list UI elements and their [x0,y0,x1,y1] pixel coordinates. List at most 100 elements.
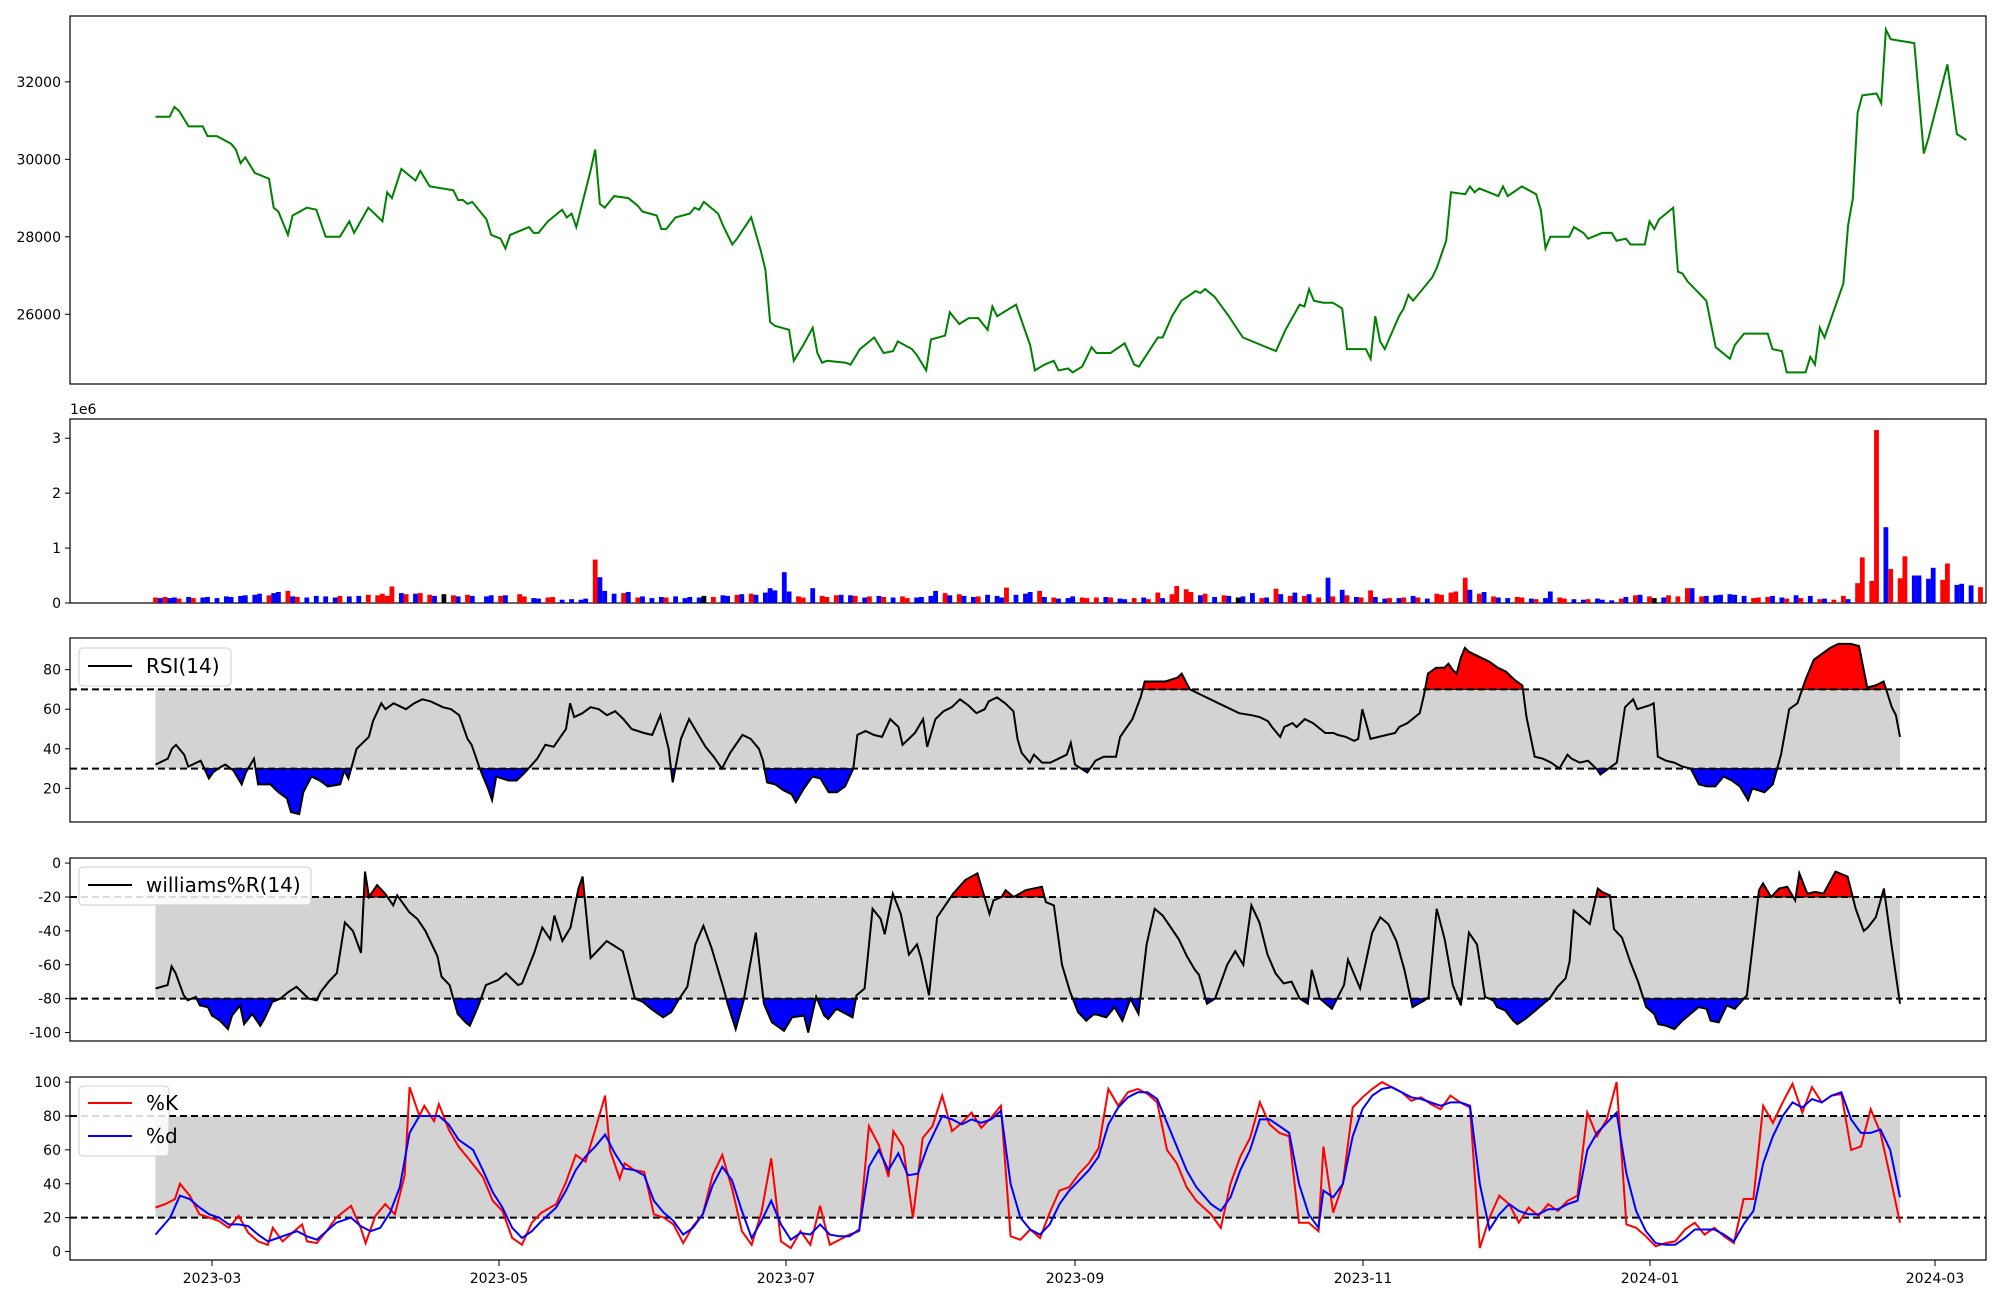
y-tick-label: 1 [52,541,61,557]
volume-bar [1505,598,1511,603]
volume-bar [625,592,631,603]
volume-bar [1278,594,1284,603]
y-tick-label: 40 [43,742,61,758]
rsi-overbought-fill [1142,643,1887,690]
volume-bar [1037,590,1042,603]
volume-bar [498,595,503,603]
volume-bar [753,594,759,603]
volume-bar [701,595,707,603]
volume-bar [389,586,395,603]
x-tick-label: 2023-11 [1334,1271,1393,1287]
volume-bar [838,594,844,603]
volume-bar [399,593,404,603]
volume-bar [1945,563,1950,603]
volume-bar [1883,527,1889,603]
volume-bar [1027,592,1033,603]
rsi-legend-label: RSI(14) [146,654,220,678]
volume-bar [1703,595,1709,603]
volume-bar [781,572,787,603]
volume-bar [465,594,470,603]
y-tick-label: -80 [38,992,61,1008]
volume-bar [1202,593,1208,603]
volume-bar [337,595,343,603]
williams-panel-frame [69,857,1987,1042]
volume-bar [1916,575,1922,603]
volume-bar [810,588,816,603]
volume-offset-label: 1e6 [70,402,97,418]
williams-y-ticks: -100 -80 -60 -40 -20 0 [29,856,70,1042]
volume-bar [1250,593,1255,603]
volume-bar [975,596,981,603]
volume-bar [1562,598,1567,603]
volume-bar [238,595,243,603]
volume-bar [266,595,272,603]
volume-bar [1888,568,1894,603]
volume-bar [1930,567,1936,603]
volume-bar [1023,593,1028,603]
volume-bar [323,596,329,603]
volume-bar [290,596,295,603]
volume-bar [1372,597,1378,603]
volume-bar [1434,593,1440,603]
volume-bar [157,598,163,603]
volume-bar [1491,596,1496,603]
volume-bar [1609,600,1615,603]
stochastic-neutral-band [155,1116,1900,1218]
volume-bar [1623,597,1629,603]
volume-bar [172,597,177,603]
volume-bar [1330,596,1336,603]
volume-bar [1874,430,1879,603]
volume-bar [1793,595,1799,603]
rsi-y-ticks: 20 40 60 80 [43,663,70,797]
volume-bar [583,598,589,603]
volume-bar [427,594,433,603]
volume-bar [824,597,830,603]
volume-bar [441,594,447,603]
volume-bar [767,588,773,603]
volume-bar [484,596,489,603]
stochastic-d-line [154,1086,1901,1246]
volume-bar [1344,595,1350,603]
y-tick-label: 0 [52,856,61,872]
volume-bar [1410,595,1416,603]
volume-bar [1235,597,1241,603]
volume-y-ticks: 0 1 2 3 [52,431,70,612]
volume-bar [1845,599,1851,603]
y-tick-label: 80 [43,1109,61,1125]
y-tick-label: 80 [43,663,61,679]
volume-bar [1755,597,1761,603]
volume-bar [1013,594,1019,603]
volume-panel-frame [69,418,1987,604]
volume-bar [1174,586,1180,603]
volume-bar [1240,596,1246,603]
volume-bar [578,599,584,603]
volume-bar [1467,589,1473,603]
volume-bars [153,430,1983,603]
x-tick-label: 2024-03 [1906,1271,1965,1287]
volume-bar [900,596,905,603]
volume-bar [1633,595,1638,603]
volume-bar [1528,598,1534,603]
williams-series-line [155,869,1901,1033]
volume-bar [796,596,801,603]
volume-bar [1221,595,1227,603]
williams-legend: williams%R(14) [78,866,312,906]
volume-bar [1160,598,1165,603]
volume-bar [1685,588,1690,603]
volume-bar [1543,598,1548,603]
volume-bar [1079,597,1085,603]
volume-bar [1859,557,1865,603]
volume-bar [1056,598,1061,603]
volume-bar [1897,578,1903,603]
volume-bar [1382,598,1388,603]
volume-bar [1618,598,1624,603]
y-tick-label: 3 [52,431,61,447]
price-panel: 26000 28000 30000 32000 [16,15,1987,385]
stochastic-legend: %K %d [78,1085,179,1157]
volume-bar [1954,584,1960,603]
volume-bar [257,593,262,603]
volume-bar [947,595,953,603]
volume-bar [1822,598,1827,603]
volume-bar [881,597,886,603]
volume-bar [867,596,872,603]
